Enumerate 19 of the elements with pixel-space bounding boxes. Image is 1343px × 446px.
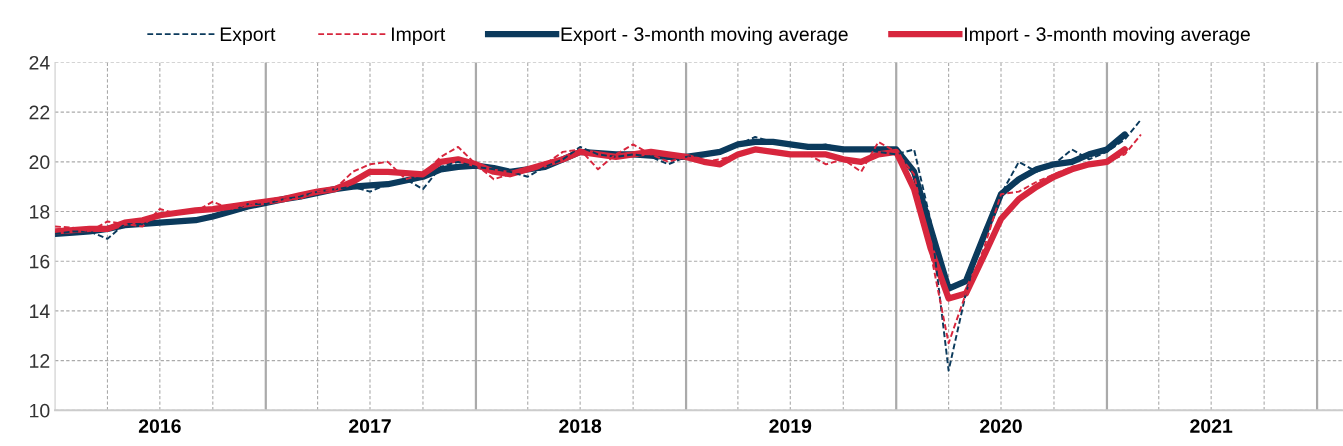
x-tick-label: 2018 <box>559 419 602 433</box>
x-tick-label: 2021 <box>1190 419 1233 433</box>
y-tick-label: 22 <box>29 105 50 120</box>
line-series <box>55 133 1142 345</box>
y-tick-label: 12 <box>30 354 50 368</box>
legend-label: Export <box>220 27 276 45</box>
x-tick-label: 2016 <box>138 419 181 433</box>
x-tick-label: 2020 <box>980 419 1022 433</box>
y-tick-label: 24 <box>29 55 50 70</box>
x-tick-label: 2017 <box>349 419 391 433</box>
legend-label: Import - 3-month moving average <box>965 26 1250 45</box>
legend-label: Import <box>391 27 446 45</box>
x-tick-label: 2019 <box>769 419 812 433</box>
y-tick-label: 18 <box>30 205 50 219</box>
y-tick-label: 20 <box>29 155 50 170</box>
legend-label: Export - 3-month moving average <box>561 26 848 45</box>
y-tick-label: 10 <box>30 403 50 418</box>
y-tick-label: 16 <box>30 254 50 269</box>
y-tick-label: 14 <box>30 304 50 318</box>
